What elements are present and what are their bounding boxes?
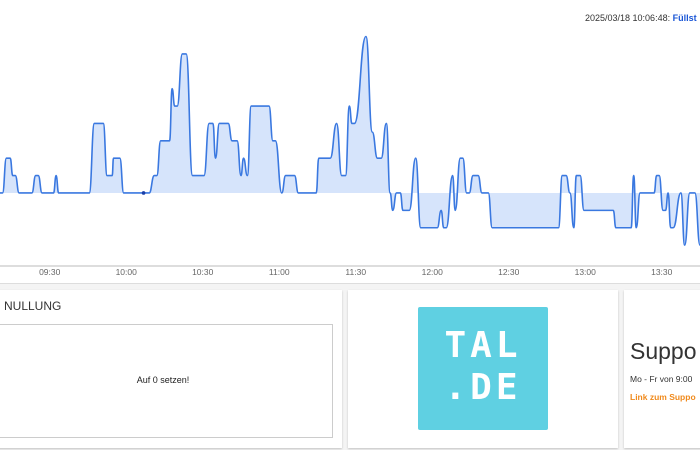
x-tick-label: 13:00 xyxy=(575,267,597,277)
x-tick-label: 11:00 xyxy=(269,267,290,277)
nullung-title: NULLUNG xyxy=(4,299,62,313)
nullung-card: NULLUNG Auf 0 setzen! xyxy=(0,290,342,448)
x-tick-label: 10:30 xyxy=(192,267,214,277)
tal-de-logo: TAL .DE xyxy=(418,307,548,430)
x-tick-label: 13:30 xyxy=(651,267,673,277)
x-tick-label: 10:00 xyxy=(116,267,138,277)
area-fill xyxy=(0,36,700,246)
x-tick-label: 09:30 xyxy=(39,267,61,277)
tooltip-timestamp: 2025/03/18 10:06:48: xyxy=(585,13,671,23)
reset-to-zero-button[interactable]: Auf 0 setzen! xyxy=(136,375,190,385)
series-line xyxy=(0,35,700,246)
support-title: Suppo xyxy=(630,338,697,364)
chart-tooltip: 2025/03/18 10:06:48: Füllst xyxy=(585,13,697,23)
logo-line-1: TAL xyxy=(444,325,522,366)
x-tick-label: 11:30 xyxy=(345,267,366,277)
support-hours: Mo - Fr von 9:00 xyxy=(630,374,693,384)
nullung-box: Auf 0 setzen! xyxy=(0,324,333,438)
tooltip-series-label: Füllst xyxy=(672,13,697,23)
x-tick-label: 12:00 xyxy=(422,267,444,277)
x-tick-label: 12:30 xyxy=(498,267,520,277)
support-link[interactable]: Link zum Suppo xyxy=(630,392,696,402)
logo-card: TAL .DE xyxy=(348,290,618,448)
level-chart[interactable]: 09:30 10:00 10:30 11:00 11:30 12:00 12:30 13:00… xyxy=(0,0,700,283)
logo-line-2: .DE xyxy=(444,367,522,408)
support-card: Suppo Mo - Fr von 9:00 Link zum Suppo xyxy=(624,290,700,448)
chart-area: 09:30 10:00 10:30 11:00 11:30 12:00 12:30 13:00… xyxy=(0,0,700,284)
highlighted-point xyxy=(141,191,146,195)
